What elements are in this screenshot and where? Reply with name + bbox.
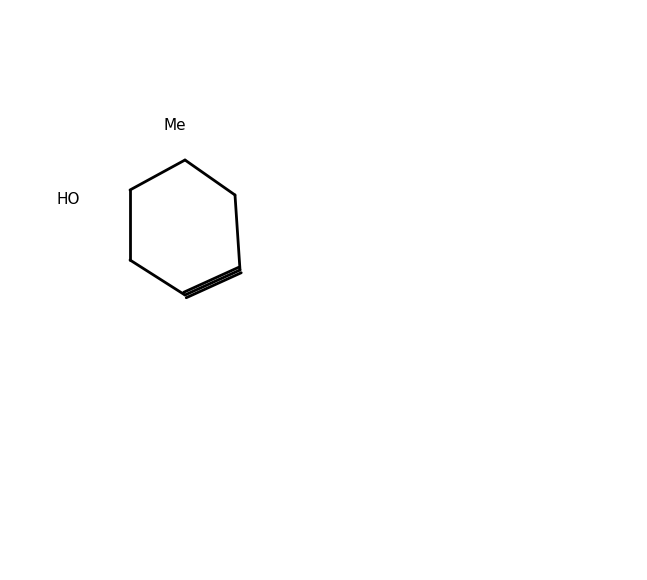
Text: HO: HO: [56, 193, 80, 208]
Text: Me: Me: [164, 118, 186, 132]
